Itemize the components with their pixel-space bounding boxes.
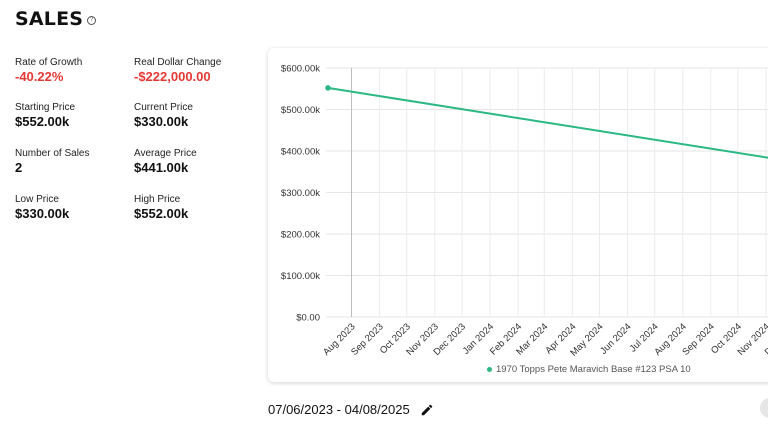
stat-rate-of-growth: Rate of Growth -40.22% (15, 57, 133, 84)
stat-current-price: Current Price $330.00k (134, 102, 252, 129)
stat-label: Low Price (15, 194, 59, 205)
stat-label: Starting Price (15, 102, 76, 113)
sales-line-chart: $0.00 $100.00k $200.00k $300.00k $400.00k $50… (281, 64, 768, 359)
date-range-row: 07/06/2023 - 04/08/2025 (268, 402, 434, 417)
stat-value: $330.00k (15, 206, 70, 221)
legend-marker (487, 367, 492, 372)
stat-label: Current Price (134, 102, 193, 113)
pencil-icon[interactable] (420, 403, 434, 417)
stat-value: $441.00k (134, 160, 189, 175)
stat-starting-price: Starting Price $552.00k (15, 102, 133, 129)
stat-label: Average Price (134, 148, 197, 159)
stat-label: Number of Sales (15, 148, 90, 159)
scroll-button[interactable] (760, 398, 768, 418)
y-tick-label: $300.00k (281, 188, 320, 199)
sales-header: SALES ? (15, 8, 97, 30)
data-point (325, 85, 331, 91)
y-tick-label: $500.00k (281, 105, 320, 116)
y-tick-label: $400.00k (281, 147, 320, 158)
y-tick-label: $100.00k (281, 271, 320, 282)
stat-value: 2 (15, 160, 23, 175)
sales-chart-card: $0.00 $100.00k $200.00k $300.00k $400.00k $50… (268, 48, 768, 382)
stat-label: Real Dollar Change (134, 57, 222, 68)
stat-high-price: High Price $552.00k (134, 194, 252, 221)
stat-value: -$222,000.00 (134, 69, 211, 84)
y-tick-label: $200.00k (281, 230, 320, 241)
series-line (327, 86, 768, 159)
stat-label: High Price (134, 194, 181, 205)
stat-label: Rate of Growth (15, 57, 83, 68)
legend-label: 1970 Topps Pete Maravich Base #123 PSA 1… (496, 364, 691, 375)
date-range-text: 07/06/2023 - 04/08/2025 (268, 402, 410, 417)
chart-legend[interactable]: 1970 Topps Pete Maravich Base #123 PSA 1… (487, 364, 691, 375)
question-circle-icon[interactable]: ? (87, 15, 97, 25)
y-tick-label: $0.00 (296, 313, 320, 324)
stat-value: -40.22% (15, 69, 64, 84)
stat-value: $552.00k (15, 114, 70, 129)
y-tick-label: $600.00k (281, 64, 320, 75)
x-tick-label: Jun 2024 (598, 321, 633, 356)
stat-average-price: Average Price $441.00k (134, 148, 252, 175)
stat-low-price: Low Price $330.00k (15, 194, 133, 221)
page-title: SALES (15, 8, 84, 30)
stat-real-dollar-change: Real Dollar Change -$222,000.00 (134, 57, 252, 84)
stat-value: $552.00k (134, 206, 189, 221)
stat-value: $330.00k (134, 114, 189, 129)
stat-number-of-sales: Number of Sales 2 (15, 148, 133, 175)
